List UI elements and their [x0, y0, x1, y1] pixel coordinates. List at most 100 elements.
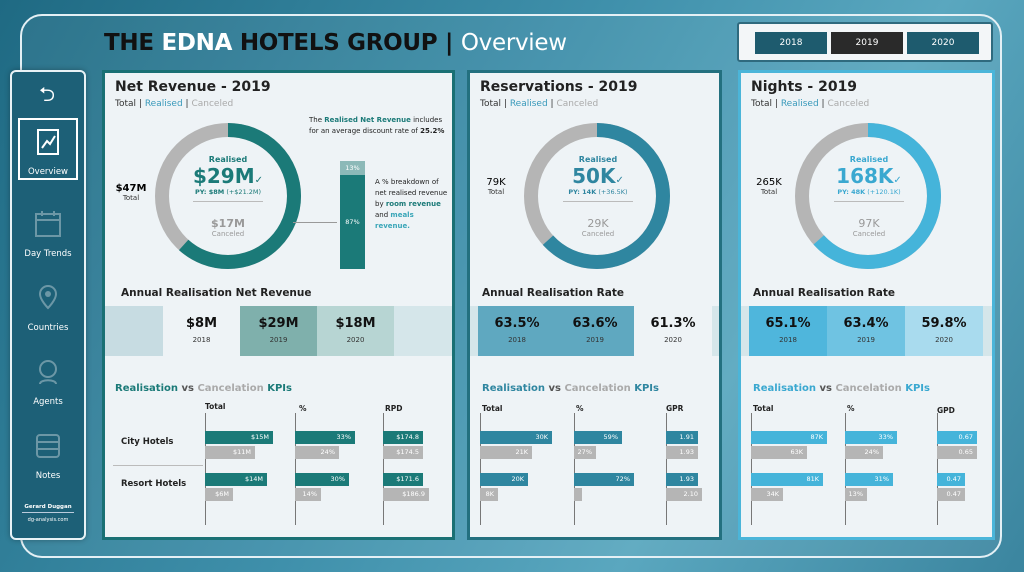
kpi-bar[interactable]: 8K [480, 488, 498, 501]
sidebar-item-agents[interactable]: Agents [18, 356, 78, 407]
nights-donut-chart[interactable] [793, 121, 943, 271]
room-segment: 87% [340, 175, 365, 269]
kpi-bar[interactable]: 24% [845, 446, 883, 459]
kpi-bar[interactable]: 34K [751, 488, 783, 501]
axis-line [751, 413, 752, 525]
kpi-bar[interactable]: 30% [295, 473, 349, 486]
axis-line [295, 413, 296, 525]
kpi-title: Realisation vs Cancelation KPIs [115, 383, 292, 394]
year-slicer: 2018 2019 2020 [737, 22, 993, 62]
kpi-bar[interactable]: $15M [205, 431, 273, 444]
axis-line [666, 413, 667, 525]
page-title: THE EDNA HOTELS GROUP | Overview [104, 30, 567, 56]
kpi-title: Realisation vs Cancelation KPIs [753, 383, 930, 394]
status-filter[interactable]: Total | Realised | Canceled [751, 99, 870, 109]
sidebar-item-label: Overview [27, 167, 69, 177]
kpi-bar[interactable]: 1.93 [666, 446, 698, 459]
panel-title: Net Revenue - 2019 [115, 79, 271, 95]
revenue-breakdown-stack[interactable]: 13% 87% [340, 161, 365, 269]
axis-line [574, 413, 575, 525]
kpi-bar[interactable]: $174.5 [383, 446, 423, 459]
sidebar-item-day-trends[interactable]: Day Trends [18, 208, 78, 259]
kpi-bar[interactable]: 1.93 [666, 473, 698, 486]
col-total-header: Total [753, 404, 774, 413]
status-filter[interactable]: Total | Realised | Canceled [480, 99, 599, 109]
annual-band: 65.1% 2018 63.4% 2019 59.8% 2020 [741, 306, 992, 356]
kpi-bar[interactable]: 63K [751, 446, 807, 459]
annual-2018[interactable]: 65.1% 2018 [749, 306, 827, 356]
kpi-bar[interactable]: 33% [295, 431, 355, 444]
annual-2019[interactable]: 63.6% 2019 [556, 306, 634, 356]
kpi-bar[interactable]: 81K [751, 473, 823, 486]
kpi-bar[interactable]: $186.9 [383, 488, 429, 501]
kpi-bar[interactable]: 2.10 [666, 488, 702, 501]
divider [834, 201, 904, 202]
kpi-bar[interactable]: $14M [205, 473, 267, 486]
realised-value: Realised 50K✓ PY: 14K (+36.5K) [568, 155, 628, 196]
kpi-bar[interactable]: 1.91 [666, 431, 698, 444]
kpi-bar[interactable]: 0.47 [937, 488, 965, 501]
sidebar-item-notes[interactable]: Notes [18, 430, 78, 481]
kpi-bar[interactable]: 0.47 [937, 473, 965, 486]
kpi-bar[interactable]: 24% [295, 446, 339, 459]
kpi-bar[interactable]: $171.6 [383, 473, 423, 486]
row-divider [113, 465, 203, 466]
kpi-bar[interactable] [574, 488, 582, 501]
annual-2018[interactable]: 63.5% 2018 [478, 306, 556, 356]
author-name: Gerard Duggan [24, 504, 72, 510]
divider [563, 201, 633, 202]
kpi-bar[interactable]: $6M [205, 488, 233, 501]
year-2020-button[interactable]: 2020 [907, 32, 979, 54]
kpi-bar[interactable]: 14% [295, 488, 321, 501]
annual-2020[interactable]: $18M 2020 [317, 306, 394, 356]
kpi-bar[interactable]: 20K [480, 473, 528, 486]
divider [193, 201, 263, 202]
col-rpd-header: RPD [385, 404, 403, 413]
col-pct-header: % [299, 404, 307, 413]
kpi-bar[interactable]: 21K [480, 446, 532, 459]
sidebar-item-overview[interactable]: Overview [18, 118, 78, 180]
kpi-bar[interactable]: 0.65 [937, 446, 977, 459]
annual-band: 63.5% 2018 63.6% 2019 61.3% 2020 [470, 306, 719, 356]
annual-2020[interactable]: 59.8% 2020 [905, 306, 983, 356]
back-icon[interactable]: ⮌ [39, 82, 56, 106]
axis-line [383, 413, 384, 525]
panel-title: Reservations - 2019 [480, 79, 638, 95]
year-2019-button[interactable]: 2019 [831, 32, 903, 54]
col-gpd-header: GPD [937, 406, 955, 415]
reservations-donut-chart[interactable] [522, 121, 672, 271]
col-total-header: Total [205, 402, 226, 411]
kpi-bar[interactable]: 72% [574, 473, 634, 486]
kpi-bar[interactable]: 27% [574, 446, 596, 459]
map-pin-icon [38, 284, 58, 310]
kpi-bar[interactable]: 59% [574, 431, 622, 444]
canceled-value: 97K Canceled [852, 217, 886, 238]
status-filter[interactable]: Total | Realised | Canceled [115, 99, 234, 109]
kpi-bar[interactable]: $11M [205, 446, 255, 459]
kpi-bar[interactable]: 13% [845, 488, 867, 501]
author-site-link[interactable]: dg-analysis.com [27, 517, 69, 523]
meals-segment: 13% [340, 161, 365, 175]
annual-2018[interactable]: $8M 2018 [163, 306, 240, 356]
sidebar-item-label: Day Trends [24, 249, 72, 259]
sidebar-item-countries[interactable]: Countries [18, 282, 78, 333]
revenue-donut-chart[interactable] [153, 121, 303, 271]
year-2018-button[interactable]: 2018 [755, 32, 827, 54]
annual-2019[interactable]: $29M 2019 [240, 306, 317, 356]
annual-2019[interactable]: 63.4% 2019 [827, 306, 905, 356]
axis-line [480, 413, 481, 525]
kpi-bar[interactable]: 31% [845, 473, 893, 486]
annual-title: Annual Realisation Net Revenue [121, 287, 312, 299]
annual-title: Annual Realisation Rate [482, 287, 624, 299]
discount-note: The Realised Net Revenue includes for an… [309, 116, 445, 135]
canceled-value: 29K Canceled [581, 217, 615, 238]
axis-line [205, 413, 206, 525]
kpi-bar[interactable]: 33% [845, 431, 897, 444]
kpi-bar[interactable]: 87K [751, 431, 827, 444]
annual-2020[interactable]: 61.3% 2020 [634, 306, 712, 356]
connector-line [293, 222, 337, 223]
kpi-bar[interactable]: 0.67 [937, 431, 977, 444]
kpi-bar[interactable]: 30K [480, 431, 552, 444]
kpi-bar[interactable]: $174.8 [383, 431, 423, 444]
kpi-title: Realisation vs Cancelation KPIs [482, 383, 659, 394]
